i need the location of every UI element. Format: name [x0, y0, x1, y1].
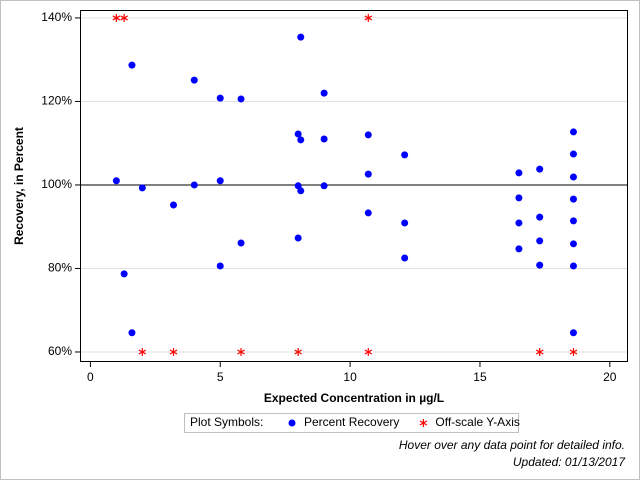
- point[interactable]: [536, 261, 544, 269]
- point[interactable]: [112, 13, 121, 22]
- asterisk-stroke: [237, 349, 245, 355]
- point[interactable]: [515, 245, 523, 253]
- point[interactable]: [216, 177, 224, 185]
- point[interactable]: [569, 217, 577, 225]
- point[interactable]: [128, 61, 136, 69]
- point[interactable]: [297, 136, 305, 144]
- x-tick-label: 10: [343, 370, 357, 384]
- point[interactable]: [401, 219, 409, 227]
- y-tick-label: 100%: [41, 177, 72, 191]
- asterisk-stroke: [569, 349, 578, 355]
- y-tick-label: 80%: [48, 261, 72, 275]
- asterisk-stroke: [364, 15, 373, 21]
- point[interactable]: [364, 131, 372, 139]
- point[interactable]: [237, 239, 245, 247]
- point[interactable]: [237, 95, 245, 103]
- point[interactable]: [364, 209, 372, 217]
- plot-frame: [80, 10, 628, 362]
- point[interactable]: [216, 94, 224, 102]
- point[interactable]: [320, 182, 328, 190]
- point[interactable]: [169, 201, 177, 209]
- asterisk-stroke: [112, 15, 121, 21]
- note: Hover over any data point for detailed i…: [399, 438, 625, 452]
- point[interactable]: [190, 181, 198, 189]
- legend-symbol: [419, 419, 428, 427]
- x-tick-label: 20: [603, 370, 617, 384]
- asterisk-stroke: [169, 349, 178, 355]
- point[interactable]: [569, 128, 577, 136]
- legend-label: Off-scale Y-Axis: [435, 415, 519, 429]
- point[interactable]: [536, 165, 544, 173]
- point[interactable]: [216, 262, 224, 270]
- note: Updated: 01/13/2017: [513, 455, 626, 469]
- point[interactable]: [320, 135, 328, 143]
- point[interactable]: [120, 13, 128, 22]
- point[interactable]: [294, 130, 302, 138]
- point[interactable]: [237, 347, 245, 356]
- point[interactable]: [128, 329, 136, 337]
- point[interactable]: [569, 262, 577, 270]
- point[interactable]: [536, 213, 544, 221]
- point[interactable]: [515, 169, 523, 177]
- point[interactable]: [569, 347, 578, 356]
- asterisk-stroke: [419, 420, 428, 426]
- asterisk-stroke: [535, 349, 544, 355]
- point[interactable]: [536, 237, 544, 245]
- legend-title: Plot Symbols:: [190, 415, 263, 429]
- point[interactable]: [515, 194, 523, 202]
- point[interactable]: [320, 89, 328, 97]
- point[interactable]: [120, 270, 128, 278]
- x-axis-label: Expected Concentration in µg/L: [264, 391, 444, 405]
- point[interactable]: [294, 234, 302, 242]
- y-axis-label: Recovery, in Percent: [12, 127, 26, 245]
- point[interactable]: [297, 187, 305, 195]
- point[interactable]: [364, 347, 373, 356]
- point[interactable]: [364, 170, 372, 178]
- point[interactable]: [294, 347, 302, 356]
- asterisk-stroke: [138, 349, 147, 355]
- point[interactable]: [515, 219, 523, 227]
- point[interactable]: [569, 195, 577, 203]
- x-tick-label: 15: [473, 370, 487, 384]
- point[interactable]: [401, 254, 409, 262]
- point[interactable]: [569, 150, 577, 158]
- point[interactable]: [569, 240, 577, 248]
- point[interactable]: [569, 173, 577, 181]
- legend-box: [184, 413, 519, 433]
- asterisk-stroke: [364, 349, 373, 355]
- y-tick-label: 140%: [41, 10, 72, 24]
- point[interactable]: [297, 33, 305, 41]
- asterisk-stroke: [120, 15, 128, 21]
- point[interactable]: [364, 13, 373, 22]
- point[interactable]: [401, 151, 409, 159]
- point[interactable]: [112, 177, 120, 185]
- asterisk-stroke: [294, 349, 302, 355]
- point[interactable]: [535, 347, 544, 356]
- point[interactable]: [190, 76, 198, 84]
- point[interactable]: [169, 347, 178, 356]
- legend-symbol: [288, 419, 296, 427]
- y-tick-label: 120%: [41, 94, 72, 108]
- legend-label: Percent Recovery: [304, 415, 399, 429]
- y-tick-label: 60%: [48, 344, 72, 358]
- point[interactable]: [569, 329, 577, 337]
- point[interactable]: [138, 184, 146, 192]
- point[interactable]: [138, 347, 147, 356]
- x-tick-label: 0: [87, 370, 94, 384]
- x-tick-label: 5: [217, 370, 224, 384]
